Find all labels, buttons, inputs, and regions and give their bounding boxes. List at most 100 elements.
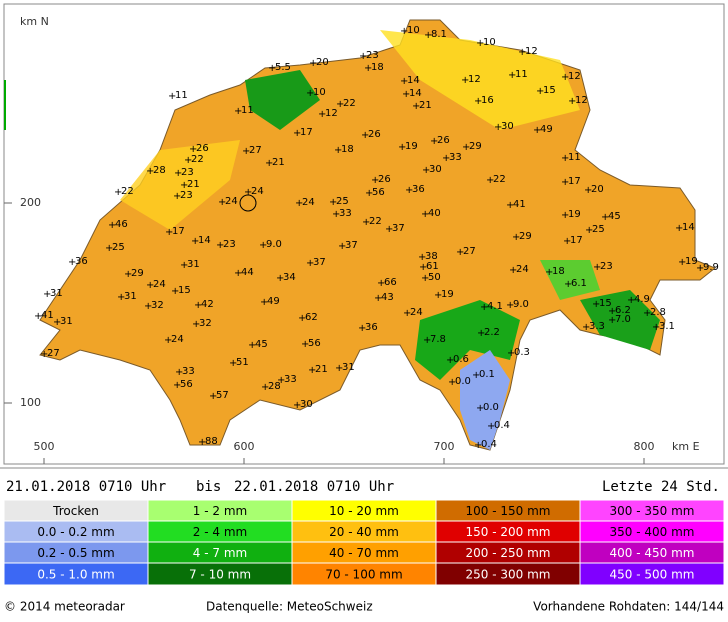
station-marker: +	[412, 101, 420, 112]
station-marker: +	[332, 209, 340, 220]
station-marker: +	[446, 355, 454, 366]
station-marker: +	[336, 99, 344, 110]
station-marker: +	[277, 375, 285, 386]
station-value: 19	[405, 141, 418, 152]
station-value: 88	[205, 436, 218, 447]
station-marker: +	[124, 269, 132, 280]
station-marker: +	[474, 440, 482, 451]
station-value: 14	[682, 222, 695, 233]
station-marker: +	[165, 227, 173, 238]
station-value: 31	[60, 316, 73, 327]
station-value: 22	[121, 186, 134, 197]
station-marker: +	[561, 72, 569, 83]
station-marker: +	[398, 142, 406, 153]
station-marker: +	[108, 220, 116, 231]
station-value: 37	[313, 257, 326, 268]
station-marker: +	[53, 317, 61, 328]
station-value: 32	[151, 300, 164, 311]
station-marker: +	[265, 158, 273, 169]
date-end: 22.01.2018 0710 Uhr	[234, 479, 394, 495]
legend-label: 0.0 - 0.2 mm	[37, 525, 114, 539]
station-value: 11	[241, 105, 254, 116]
station-value: 37	[392, 223, 405, 234]
station-marker: +	[144, 301, 152, 312]
station-value: 4.9	[634, 294, 650, 305]
station-value: 6.2	[615, 305, 631, 316]
map-shapes: +11+11+5.5 +20+23+18+10 +8.1+10+12+14+14+2…	[4, 19, 719, 451]
date-start: 21.01.2018 0710 Uhr	[6, 479, 166, 495]
station-value: 24	[153, 279, 166, 290]
station-value: 31	[124, 291, 137, 302]
station-marker: +	[309, 58, 317, 69]
station-value: 43	[381, 292, 394, 303]
station-marker: +	[462, 142, 470, 153]
station-marker: +	[259, 240, 267, 251]
station-marker: +	[608, 315, 616, 326]
station-marker: +	[423, 335, 431, 346]
station-value: 23	[223, 239, 236, 250]
station-marker: +	[175, 367, 183, 378]
rain-zone	[380, 30, 580, 130]
station-value: 21	[315, 364, 328, 375]
station-marker: +	[358, 323, 366, 334]
station-value: 12	[575, 95, 588, 106]
data-source: Datenquelle: MeteoSchweiz	[206, 600, 373, 614]
legend-label: 10 - 20 mm	[329, 504, 399, 518]
station-marker: +	[421, 273, 429, 284]
station-value: 26	[196, 143, 209, 154]
station-marker: +	[561, 177, 569, 188]
station-marker: +	[518, 47, 526, 58]
station-value: 33	[449, 152, 462, 163]
legend-swatch	[579, 562, 725, 586]
station-marker: +	[568, 96, 576, 107]
station-value: 3.3	[589, 321, 605, 332]
station-marker: +	[329, 197, 337, 208]
station-value: 27	[463, 246, 476, 257]
station-marker: +	[421, 209, 429, 220]
station-value: 0.0	[483, 402, 499, 413]
station-value: 12	[525, 46, 538, 57]
legend-label: 40 - 70 mm	[329, 546, 399, 560]
station-value: 17	[568, 176, 581, 187]
station-marker: +	[43, 289, 51, 300]
station-marker: +	[244, 187, 252, 198]
station-value: 56	[180, 379, 193, 390]
station-value: 56	[308, 338, 321, 349]
station-marker: +	[146, 280, 154, 291]
station-marker: +	[477, 328, 485, 339]
station-marker: +	[494, 122, 502, 133]
station-marker: +	[218, 197, 226, 208]
station-value: 11	[515, 69, 528, 80]
station-marker: +	[189, 144, 197, 155]
station-value: 25	[112, 242, 125, 253]
station-value: 16	[481, 95, 494, 106]
station-value: 21	[187, 179, 200, 190]
station-value: 41	[513, 199, 526, 210]
station-value: 45	[608, 211, 621, 222]
station-marker: +	[678, 257, 686, 268]
station-value: 18	[341, 144, 354, 155]
station-marker: +	[216, 240, 224, 251]
station-marker: +	[385, 224, 393, 235]
legend-label: 450 - 500 mm	[610, 568, 695, 582]
station-marker: +	[229, 358, 237, 369]
station-marker: +	[146, 166, 154, 177]
station-marker: +	[306, 258, 314, 269]
station-value: 41	[41, 310, 54, 321]
station-value: 0.3	[514, 347, 530, 358]
station-value: 2.8	[650, 307, 666, 318]
station-value: 33	[182, 366, 195, 377]
station-marker: +	[461, 75, 469, 86]
station-value: 51	[236, 357, 249, 368]
station-value: 19	[568, 209, 581, 220]
station-value: 22	[369, 216, 382, 227]
station-marker: +	[318, 109, 326, 120]
station-value: 36	[365, 322, 378, 333]
station-marker: +	[191, 236, 199, 247]
station-marker: +	[114, 187, 122, 198]
station-marker: +	[474, 96, 482, 107]
station-marker: +	[301, 339, 309, 350]
y-tick-label: 100	[20, 396, 41, 409]
x-tick-label: 600	[234, 440, 255, 453]
station-marker: +	[377, 278, 385, 289]
